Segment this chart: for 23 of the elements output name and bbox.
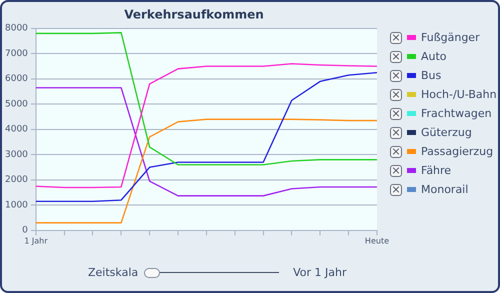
legend-label: Hoch-/U-Bahn [421, 88, 497, 101]
y-tick-label: 6000 [5, 74, 28, 84]
legend-label: Passagierzug [421, 145, 494, 158]
y-tick-label: 7000 [5, 48, 28, 59]
legend-label: Auto [421, 50, 447, 63]
y-tick-label: 4000 [5, 124, 28, 135]
y-tick-label: 0 [22, 226, 28, 236]
text: Vor 1 Jahr [293, 266, 347, 279]
text: Zeitskala [88, 266, 138, 279]
y-tick-label: 3000 [5, 150, 28, 160]
legend-label: Güterzug [421, 126, 472, 139]
x-tick-label: Heute [364, 236, 390, 246]
y-tick-label: 2000 [5, 175, 28, 186]
y-tick-label: 1000 [5, 200, 28, 210]
legend-label: Frachtwagen [421, 107, 492, 120]
legend-label: Monorail [421, 183, 468, 196]
legend-label: Fußgänger [421, 31, 480, 44]
y-tick-label: 8000 [5, 24, 28, 34]
x-tick-label: 1 Jahr [24, 236, 48, 246]
legend-label: Bus [421, 69, 442, 82]
legend-label: Fähre [421, 164, 452, 177]
chart-title: Verkehrsaufkommen [124, 7, 264, 22]
y-tick-label: 5000 [5, 99, 28, 110]
